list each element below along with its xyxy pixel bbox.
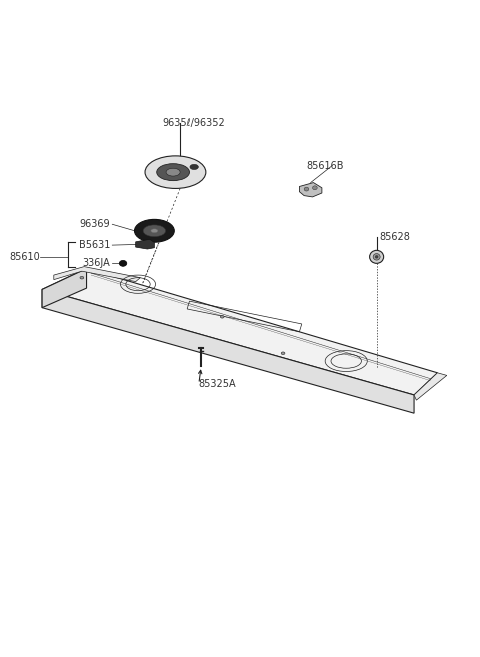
Ellipse shape bbox=[134, 219, 174, 242]
Ellipse shape bbox=[220, 315, 224, 318]
Polygon shape bbox=[300, 183, 322, 197]
Ellipse shape bbox=[312, 186, 317, 190]
Ellipse shape bbox=[190, 164, 198, 170]
Ellipse shape bbox=[80, 277, 84, 279]
Ellipse shape bbox=[304, 187, 309, 191]
Polygon shape bbox=[42, 269, 437, 395]
Text: 85628: 85628 bbox=[379, 233, 410, 242]
Ellipse shape bbox=[373, 254, 380, 260]
Text: 85325A: 85325A bbox=[199, 379, 236, 389]
Text: 96369: 96369 bbox=[79, 219, 110, 229]
Ellipse shape bbox=[145, 156, 206, 189]
Text: B5631: B5631 bbox=[79, 240, 110, 250]
Ellipse shape bbox=[281, 352, 285, 355]
Polygon shape bbox=[42, 290, 414, 413]
Ellipse shape bbox=[157, 164, 190, 181]
Text: 9635ℓ/96352: 9635ℓ/96352 bbox=[163, 118, 226, 128]
Ellipse shape bbox=[151, 229, 158, 233]
Ellipse shape bbox=[375, 256, 378, 258]
Polygon shape bbox=[54, 267, 140, 282]
Text: 85616B: 85616B bbox=[306, 161, 344, 171]
Polygon shape bbox=[414, 373, 447, 400]
Ellipse shape bbox=[143, 225, 166, 237]
Ellipse shape bbox=[120, 260, 127, 266]
Ellipse shape bbox=[370, 250, 384, 263]
Ellipse shape bbox=[166, 168, 180, 176]
Polygon shape bbox=[42, 269, 86, 307]
Polygon shape bbox=[136, 239, 155, 249]
Text: 336JA: 336JA bbox=[82, 258, 110, 268]
Text: 85610: 85610 bbox=[9, 252, 40, 262]
